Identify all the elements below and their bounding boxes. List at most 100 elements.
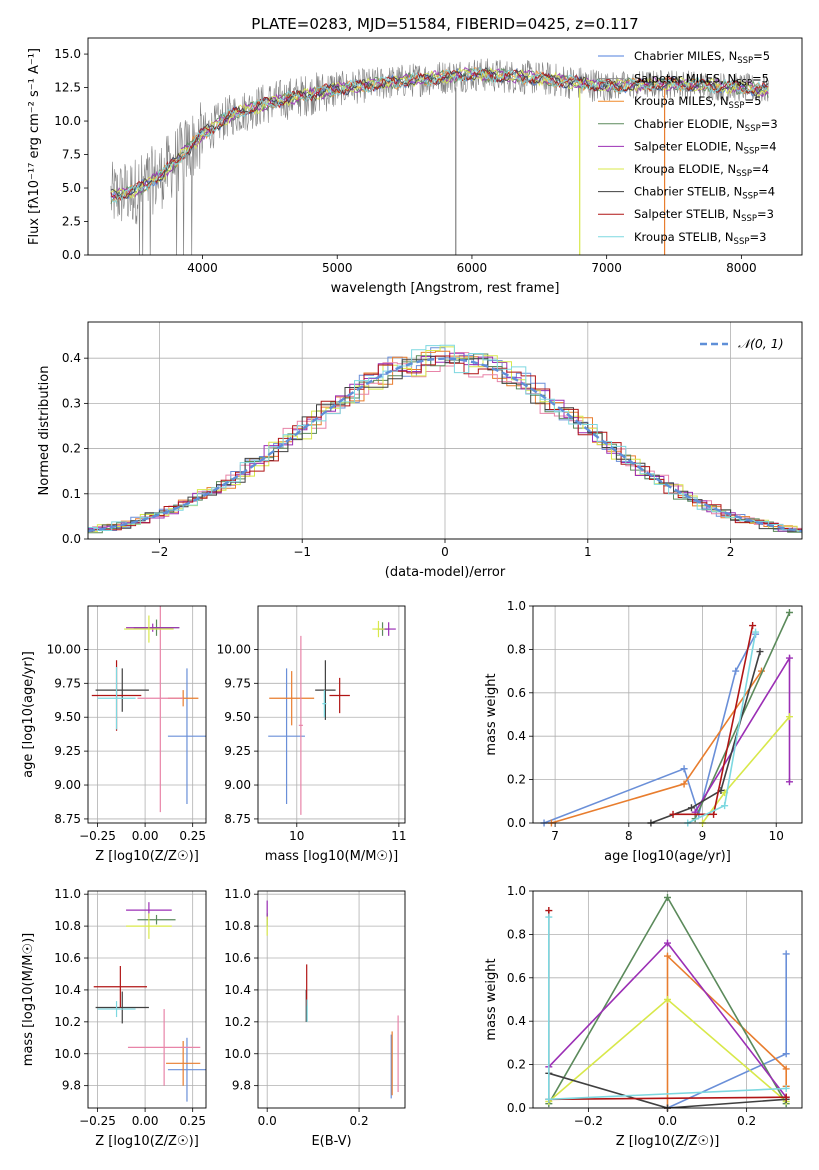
y-tick-label: 5.0 xyxy=(62,181,81,195)
spectrum-panel: 4000 5000 6000 7000 8000 0.0 2.5 5.0 7.5 10.0 12.5… xyxy=(27,15,803,296)
x-axis-label: age [log10(age/yr)] xyxy=(604,849,731,864)
data-point xyxy=(137,914,176,925)
legend-entry-sub: SSP xyxy=(745,124,761,134)
legend-entry-name: Kroupa MILES, N xyxy=(634,94,729,108)
y-tick-label: 0.0 xyxy=(62,532,81,546)
weight-marker xyxy=(782,1065,790,1073)
y-axis-label: mass [log10(M/M☉)] xyxy=(21,933,36,1066)
x-tick-label: 4000 xyxy=(187,261,218,275)
x-tick-label: 1 xyxy=(584,545,592,559)
y-tick-label: 7.5 xyxy=(62,148,81,162)
model-series-line xyxy=(110,68,769,202)
legend-entry-sub: SSP xyxy=(729,101,745,111)
weight-marker xyxy=(785,778,793,786)
y-tick-label: 9.8 xyxy=(62,1079,81,1093)
data-point xyxy=(269,671,315,726)
data-point xyxy=(322,690,327,718)
x-axis-label: wavelength [Angstrom, rest frame] xyxy=(331,281,560,296)
weight-marker xyxy=(664,952,671,960)
data-point xyxy=(298,635,303,815)
y-axis-label: Normed distribution xyxy=(37,366,52,496)
legend-entry-suffix: =4 xyxy=(752,162,769,176)
y-axis-label: age [log10(age/yr)] xyxy=(21,651,36,778)
legend-entry-name: Kroupa STELIB, N xyxy=(634,230,734,244)
weight-marker xyxy=(782,1084,790,1092)
legend-entry-suffix: =5 xyxy=(744,94,761,108)
data-point xyxy=(137,606,184,813)
data-point xyxy=(329,677,350,714)
legend-entry-sub: SSP xyxy=(736,169,752,179)
mass_vs_Z-panel: −0.25 0.00 0.25 9.8 10.0 10.2 10.4 10.6 10.8 11.0… xyxy=(21,887,207,1149)
x-tick-label: −1 xyxy=(293,545,311,559)
weight-marker xyxy=(664,894,671,902)
x-tick-label: 0.2 xyxy=(737,1114,756,1128)
chart-title: PLATE=0283, MJD=51584, FIBERID=0425, z=0… xyxy=(251,15,638,33)
y-axis-label: Flux [fλ10⁻¹⁷ erg cm⁻² s⁻¹ A⁻¹] xyxy=(27,48,42,245)
axes-frame xyxy=(87,890,207,1109)
y-tick-label: 1.0 xyxy=(507,599,526,613)
data-point xyxy=(315,660,336,720)
legend-entry: Salpeter STELIB, NSSP=3 xyxy=(634,207,774,224)
legend-entry-name: Salpeter ELODIE, N xyxy=(634,139,744,153)
legend-entry: Chabrier MILES, NSSP=5 xyxy=(634,49,770,66)
legend-entry-name: Chabrier MILES, N xyxy=(634,49,737,63)
data-point xyxy=(95,668,149,712)
model-series-line xyxy=(110,67,769,204)
age_vs_mass-panel: 10 11 8.75 9.00 9.25 9.50 9.75 10.00 mass [log10… xyxy=(217,605,407,864)
y-tick-label: 10.2 xyxy=(54,1015,81,1029)
weight-series-line xyxy=(694,655,791,813)
legend-entry-suffix: =5 xyxy=(753,49,770,63)
legend-entry-sub: SSP xyxy=(737,56,753,66)
weight-marker xyxy=(545,913,553,921)
x-tick-label: 7000 xyxy=(591,261,622,275)
legend-entry: Kroupa ELODIE, NSSP=4 xyxy=(634,162,769,179)
y-tick-label: 0.8 xyxy=(507,927,526,941)
x-tick-label: 0.2 xyxy=(350,1114,369,1128)
x-tick-label: −0.25 xyxy=(79,829,116,843)
weight-marker xyxy=(749,622,757,630)
y-tick-label: 10.8 xyxy=(224,919,251,933)
y-tick-label: 9.50 xyxy=(224,710,251,724)
y-tick-label: 1.0 xyxy=(507,884,526,898)
legend-entry-suffix: =3 xyxy=(761,117,778,131)
data-point xyxy=(95,991,149,1024)
histogram-series xyxy=(88,344,802,532)
weight_vs_Z-panel: −0.2 0.0 0.2 0.0 0.2 0.4 0.6 0.8 1.0 Z [log10(Z/Z… xyxy=(484,884,803,1149)
legend-entry-suffix: =4 xyxy=(760,139,777,153)
y-tick-label: 9.00 xyxy=(224,778,251,792)
x-tick-label: −0.2 xyxy=(574,1114,603,1128)
y-tick-label: 0.4 xyxy=(507,729,526,743)
weight-marker xyxy=(732,667,740,675)
x-tick-label: 0.25 xyxy=(179,829,206,843)
data-point xyxy=(372,620,385,638)
data-point xyxy=(127,1009,201,1086)
data-point xyxy=(97,667,136,730)
y-tick-label: 0.0 xyxy=(507,816,526,830)
y-tick-label: 0.2 xyxy=(507,773,526,787)
histogram-series xyxy=(88,346,802,533)
y-tick-label: 0.4 xyxy=(507,1014,526,1028)
legend-entry-name: Kroupa ELODIE, N xyxy=(634,162,736,176)
y-tick-label: 10.6 xyxy=(224,951,251,965)
weight-marker xyxy=(680,765,688,773)
legend-entry: Salpeter ELODIE, NSSP=4 xyxy=(634,139,777,156)
y-tick-label: 0.0 xyxy=(62,248,81,262)
x-tick-label: 0.25 xyxy=(179,1114,206,1128)
y-tick-label: 0.2 xyxy=(507,1058,526,1072)
x-axis-label: Z [log10(Z/Z☉)] xyxy=(616,1134,720,1149)
weight-series-line xyxy=(667,953,788,1108)
weight_vs_age-panel: 7 8 9 10 0.0 0.2 0.4 0.6 0.8 1.0 age [log10(age/yr… xyxy=(484,599,803,864)
legend-entry: Chabrier ELODIE, NSSP=3 xyxy=(634,117,778,134)
y-tick-label: 11.0 xyxy=(224,887,251,901)
axes-frame xyxy=(87,605,207,824)
weight-marker xyxy=(782,1050,790,1058)
legend-entry: Salpeter MILES, NSSP=5 xyxy=(634,72,769,89)
data-point xyxy=(97,1001,136,1018)
weight-marker xyxy=(782,1093,790,1101)
data-point xyxy=(268,668,305,805)
weight-marker xyxy=(785,713,793,721)
normal-reference-curve xyxy=(88,357,802,533)
y-tick-label: 10.00 xyxy=(47,642,81,656)
axes-frame xyxy=(532,890,803,1109)
weight-marker xyxy=(710,810,718,818)
